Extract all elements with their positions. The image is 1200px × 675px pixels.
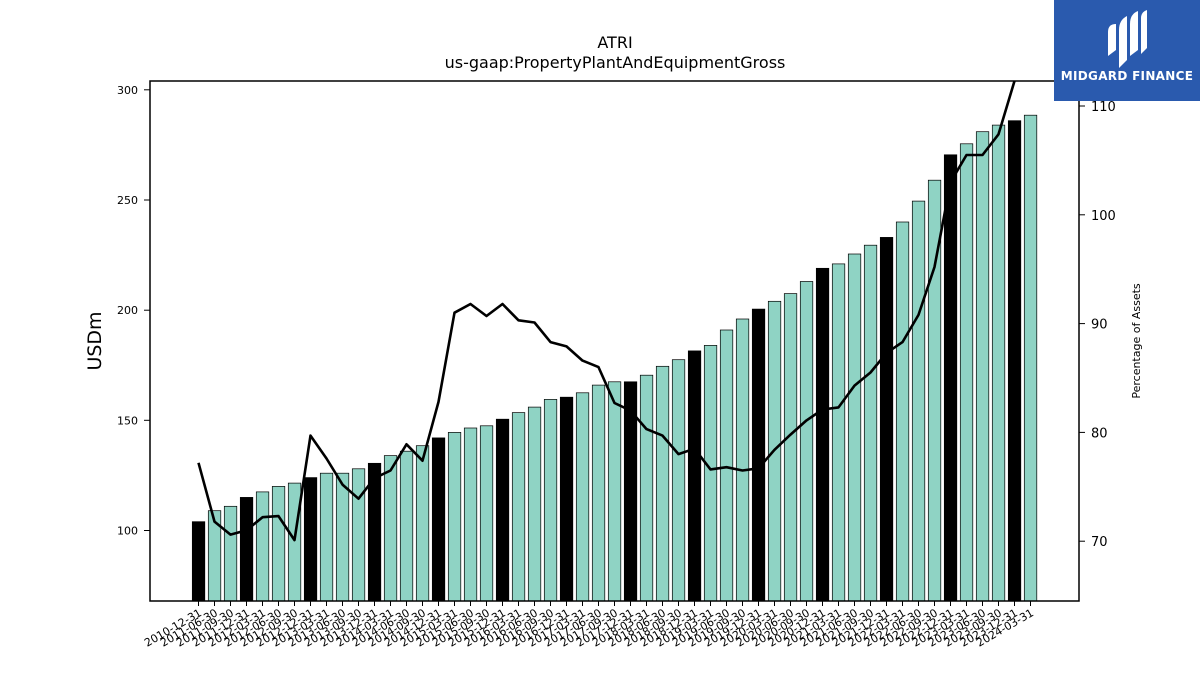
- percentage-line: [197, 80, 1016, 542]
- bar: [495, 418, 510, 602]
- bar: [543, 399, 558, 602]
- y-right-tick-label: 80: [1091, 426, 1108, 441]
- bar: [799, 281, 814, 602]
- y-right-tick-label: 90: [1091, 318, 1108, 333]
- bar: [783, 293, 798, 602]
- bar: [831, 263, 846, 602]
- bar: [239, 497, 254, 602]
- bar: [383, 455, 398, 602]
- bar: [719, 329, 734, 602]
- bar: [607, 381, 622, 602]
- bar: [575, 392, 590, 602]
- bar: [287, 482, 302, 602]
- y-right-tick-label: 110: [1091, 100, 1116, 115]
- bar: [751, 308, 766, 602]
- bar: [431, 437, 446, 602]
- logo-text: MIDGARD FINANCE: [1060, 69, 1194, 83]
- y-left-tick-label: 250: [117, 194, 138, 207]
- bar: [975, 131, 990, 602]
- bar: [303, 477, 318, 602]
- bar: [463, 427, 478, 602]
- bar: [319, 472, 334, 602]
- bar: [271, 486, 286, 602]
- y-left-tick-label: 100: [117, 525, 138, 538]
- bar: [255, 491, 270, 602]
- bar: [223, 505, 238, 602]
- midgard-logo-icon: [1108, 10, 1147, 68]
- y-left-tick-label: 150: [117, 414, 138, 427]
- bar: [399, 450, 414, 602]
- bar: [1023, 114, 1038, 602]
- x-axis: 2010-12-312011-06-302011-09-302011-12-31…: [142, 601, 1036, 650]
- bar: [335, 472, 350, 602]
- bar: [895, 221, 910, 602]
- bar: [639, 374, 654, 602]
- line-series: [197, 80, 1016, 542]
- bar: [815, 267, 830, 602]
- chart-title: ATRI: [597, 33, 632, 52]
- bar: [559, 396, 574, 602]
- y-axis-left-label: USDm: [84, 311, 106, 370]
- bar: [655, 365, 670, 602]
- bar: [447, 432, 462, 602]
- chart-subtitle: us-gaap:PropertyPlantAndEquipmentGross: [445, 53, 786, 72]
- y-left-tick-label: 200: [117, 304, 138, 317]
- midgard-finance-logo: MIDGARD FINANCE: [1054, 0, 1200, 101]
- bar: [687, 350, 702, 602]
- bar: [591, 384, 606, 602]
- bar: [191, 521, 206, 602]
- bar: [527, 406, 542, 602]
- y-axis-right-label: Percentage of Assets: [1130, 283, 1143, 399]
- bar: [351, 468, 366, 602]
- y-right-tick-label: 100: [1091, 209, 1116, 224]
- bar: [415, 445, 430, 602]
- bar: [991, 124, 1006, 602]
- y-axis-right: 70 80 90 100 110: [1079, 100, 1116, 550]
- y-left-tick-label: 300: [117, 84, 138, 97]
- bar: [959, 143, 974, 602]
- bar-series: [191, 114, 1038, 602]
- bar: [911, 200, 926, 602]
- bar: [735, 318, 750, 602]
- bar: [847, 253, 862, 602]
- bar: [1007, 120, 1022, 602]
- y-right-tick-label: 70: [1091, 535, 1108, 550]
- bar: [671, 359, 686, 602]
- bar: [879, 237, 894, 602]
- bar: [943, 154, 958, 602]
- y-axis-left: 100 150 200 250 300: [117, 84, 150, 538]
- bar: [703, 345, 718, 602]
- bar: [479, 425, 494, 602]
- bar: [511, 412, 526, 602]
- bar: [863, 244, 878, 602]
